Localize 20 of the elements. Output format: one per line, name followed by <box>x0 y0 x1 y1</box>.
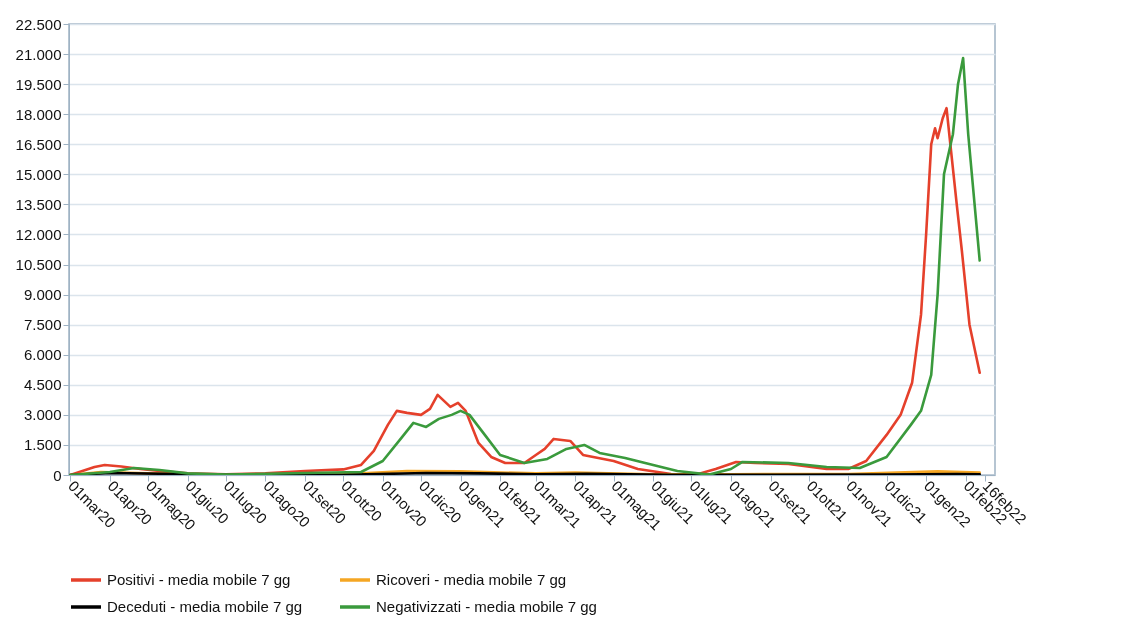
y-tick-label: 0 <box>53 466 62 484</box>
y-tick-label: 21.000 <box>15 45 62 63</box>
y-tick-label: 3.000 <box>23 406 62 424</box>
y-tick-label: 19.500 <box>15 75 62 93</box>
y-tick-label: 1.500 <box>23 436 62 454</box>
y-tick-label: 4.500 <box>23 376 62 394</box>
y-tick-label: 22.500 <box>15 15 62 33</box>
legend-label: Negativizzati - media mobile 7 gg <box>376 598 597 615</box>
y-tick-label: 10.500 <box>15 256 62 274</box>
y-tick-label: 13.500 <box>15 195 62 213</box>
legend-label: Positivi - media mobile 7 gg <box>107 571 291 588</box>
y-tick-label: 6.000 <box>23 346 62 364</box>
y-tick-label: 12.000 <box>15 225 62 243</box>
y-tick-label: 18.000 <box>15 105 62 123</box>
y-tick-label: 16.500 <box>15 135 62 153</box>
y-tick-label: 9.000 <box>23 286 62 304</box>
legend-label: Ricoveri - media mobile 7 gg <box>376 571 567 588</box>
y-tick-label: 7.500 <box>23 316 62 334</box>
y-tick-label: 15.000 <box>15 165 62 183</box>
legend-label: Deceduti - media mobile 7 gg <box>107 598 303 615</box>
